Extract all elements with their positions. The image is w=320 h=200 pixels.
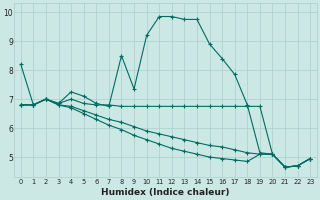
X-axis label: Humidex (Indice chaleur): Humidex (Indice chaleur) bbox=[101, 188, 230, 197]
